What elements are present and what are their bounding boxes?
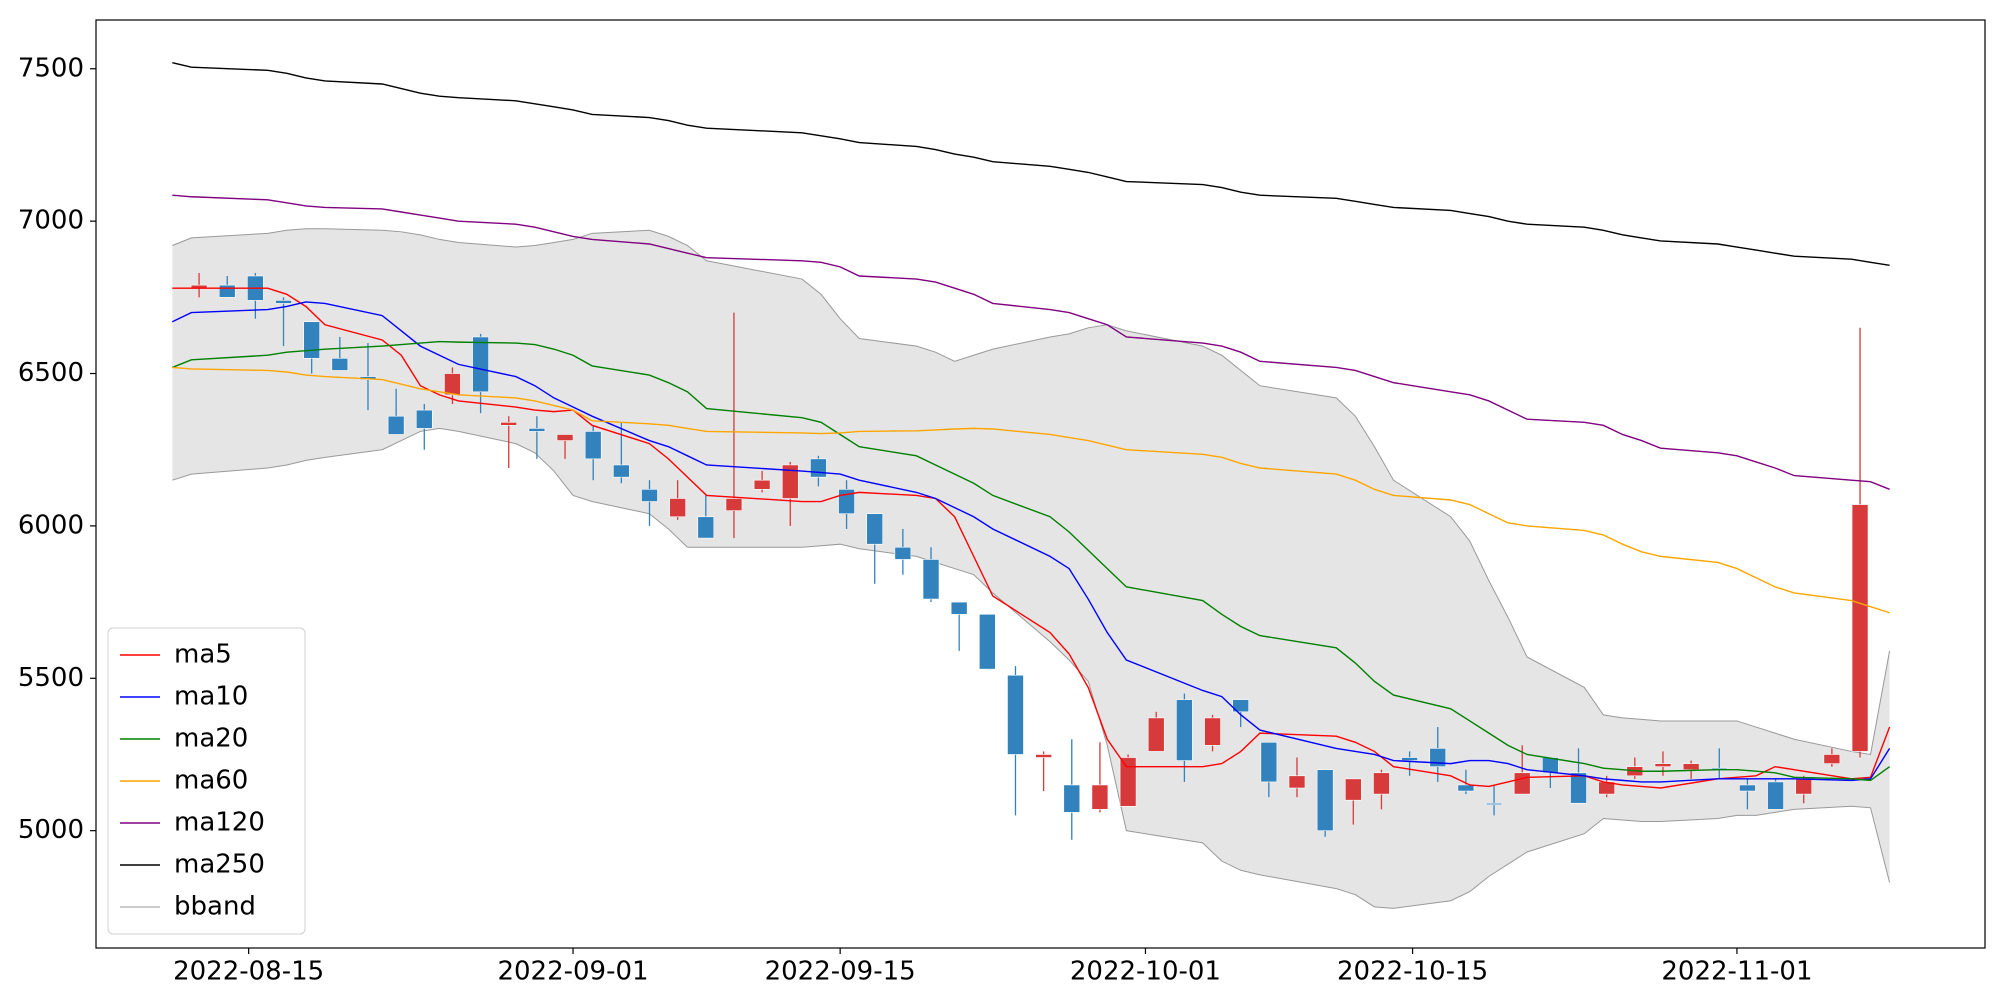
candle-body [894,546,912,560]
candle-body [866,513,884,545]
candle-body [1457,784,1475,792]
candle-body [275,300,292,304]
candle-body [1204,717,1221,746]
ma-line [172,340,1891,782]
y-tick-label: 7500 [18,53,84,83]
y-tick-label: 7000 [18,206,84,236]
ma-line [172,366,1890,614]
candle-body [1767,781,1784,810]
candle-body [1091,784,1109,810]
y-tick-label: 6000 [18,510,84,540]
candle-body [584,431,602,460]
x-tick-label: 2022-10-15 [1337,957,1488,987]
axes-frame [95,19,1986,949]
candle-body [218,284,236,298]
x-tick-label: 2022-09-15 [765,957,916,987]
y-tick-label: 6500 [18,358,84,388]
candle-body [1063,784,1081,813]
candle-body [697,516,715,539]
candle-body [1682,763,1700,771]
legend-label: bband [174,892,256,922]
y-tick-label: 5500 [18,663,84,693]
candle-body [950,601,968,615]
bband-area [172,228,1890,909]
candle-body [1176,699,1193,761]
candle-body [556,434,574,441]
bband-upper [172,228,1891,756]
candle-body [979,613,996,670]
x-tick-label: 2022-08-15 [173,957,324,987]
ma-line [172,301,1891,783]
ma-line [172,287,1891,789]
candle-body [1654,763,1672,767]
legend-label: ma120 [174,808,265,838]
legend-label: ma5 [174,640,232,670]
candle-body [1823,754,1841,764]
candle-body [1232,699,1249,713]
candle-body [669,498,686,518]
candle-body [613,464,630,478]
candle-body [1570,772,1587,804]
candle-body [472,336,489,393]
candle-body [1851,504,1869,752]
candle-body [303,321,320,359]
candle-body [1542,757,1559,774]
legend-label: ma250 [174,850,265,880]
candle-body [444,373,461,396]
candle-body [1345,778,1362,801]
bband-lower [172,427,1891,909]
candle-body [922,559,940,600]
x-tick-label: 2022-11-01 [1661,957,1812,987]
candle-body [528,428,546,432]
legend-box [107,627,306,935]
candle-body [1373,772,1390,795]
candle-body [1795,778,1813,795]
candle-body [387,415,405,435]
x-tick-label: 2022-09-01 [497,957,648,987]
candle-body [725,498,743,511]
candle-body [415,409,433,429]
candle-body [500,421,518,426]
candle-body [331,357,349,371]
legend-label: ma60 [174,766,248,796]
y-tick-label: 5000 [18,815,84,845]
candle-body [781,464,799,499]
ma-line [172,194,1890,490]
x-tick-label: 2022-10-01 [1070,957,1221,987]
candle-body [641,489,658,502]
legend-label: ma10 [174,682,248,712]
candle-body [1147,717,1165,752]
legend-label: ma20 [174,724,248,754]
ma-line [172,61,1890,267]
candle-body [1401,757,1418,761]
candle-body [1288,775,1306,789]
candle-body [753,479,771,490]
candle-body [1316,769,1334,831]
candle-body [1513,772,1531,795]
candle-body [1119,757,1137,807]
candle-body [1035,754,1052,758]
candle-body [1739,784,1756,792]
candle-body [810,458,827,478]
candle-body [1260,741,1278,783]
candle-body [1485,802,1503,806]
candle-body [1007,674,1024,755]
